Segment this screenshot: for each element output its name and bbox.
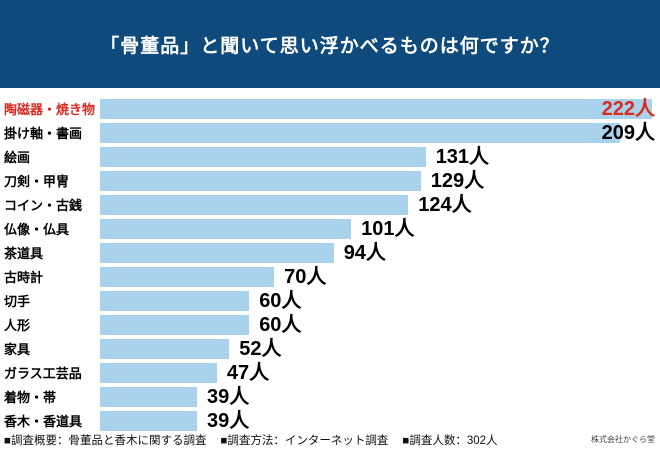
bar <box>100 267 275 287</box>
bar-area: 94人 <box>100 241 660 265</box>
category-label: 仏像・仏具 <box>4 221 70 237</box>
chart-title: 「骨董品」と聞いて思い浮かべるものは何ですか？ <box>100 35 560 57</box>
value-label: 101人 <box>361 218 415 240</box>
chart-row: 掛け軸・書画 209人 <box>0 121 660 145</box>
chart-row: 家具 52人 <box>0 337 660 361</box>
bar-area: 222人 <box>100 97 660 121</box>
value-label: 52人 <box>239 338 282 360</box>
value-label: 60人 <box>259 314 302 336</box>
survey-notes: ■調査概要：骨董品と香木に関する調査 ■調査方法：インターネット調査 ■調査人数… <box>4 432 498 448</box>
category-label: 陶磁器・焼き物 <box>4 101 96 117</box>
bar <box>100 123 620 143</box>
bar-area: 124人 <box>100 193 660 217</box>
category-label: 絵画 <box>4 149 31 165</box>
bar <box>100 99 652 119</box>
value-label: 47人 <box>226 362 270 384</box>
category-label: 人形 <box>4 317 31 333</box>
chart-row: 刀剣・甲冑 129人 <box>0 169 660 193</box>
category-label: 香木・香道具 <box>4 413 83 429</box>
bar-area: 39人 <box>100 385 660 409</box>
bar <box>100 411 197 431</box>
chart-row: 香木・香道具 39人 <box>0 409 660 433</box>
category-label: ガラス工芸品 <box>4 365 82 381</box>
value-label: 94人 <box>343 242 386 264</box>
title-bar: 「骨董品」と聞いて思い浮かべるものは何ですか？ <box>0 0 660 88</box>
category-label: 切手 <box>4 293 31 309</box>
value-label: 70人 <box>284 266 327 288</box>
bar-area: 47人 <box>100 361 660 385</box>
bar-area: 60人 <box>100 313 660 337</box>
survey-count: ■調査人数：302人 <box>402 435 498 447</box>
category-label: コイン・古銭 <box>4 197 83 213</box>
bar <box>100 339 230 359</box>
survey-method: ■調査方法：インターネット調査 <box>220 435 389 447</box>
chart-row: 絵画 131人 <box>0 145 660 169</box>
survey-overview: ■調査概要：骨董品と香木に関する調査 <box>4 435 207 447</box>
category-label: 刀剣・甲冑 <box>4 173 70 189</box>
category-label: 古時計 <box>4 269 44 285</box>
bar-chart: 陶磁器・焼き物 222人 掛け軸・書画 209人 絵画 131人 刀剣・甲冑 129人 コイン・… <box>0 97 660 433</box>
category-label: 茶道具 <box>4 245 44 261</box>
chart-row: 切手 60人 <box>0 289 660 313</box>
bar <box>100 195 409 215</box>
bar-area: 101人 <box>100 217 660 241</box>
category-label: 家具 <box>4 341 31 357</box>
bar-area: 129人 <box>100 169 660 193</box>
chart-row: ガラス工芸品 47人 <box>0 361 660 385</box>
bar <box>100 387 197 407</box>
value-label: 124人 <box>418 194 472 216</box>
bar <box>100 363 217 383</box>
chart-row: 仏像・仏具 101人 <box>0 217 660 241</box>
chart-row: 茶道具 94人 <box>0 241 660 265</box>
bar <box>100 291 250 311</box>
chart-row: 着物・帯 39人 <box>0 385 660 409</box>
bar-area: 70人 <box>100 265 660 289</box>
bar <box>100 243 334 263</box>
bar-area: 131人 <box>100 145 660 169</box>
bar <box>100 315 250 335</box>
value-label: 131人 <box>435 146 490 168</box>
bar <box>100 171 421 191</box>
category-label: 掛け軸・書画 <box>4 125 83 141</box>
chart-row: 人形 60人 <box>0 313 660 337</box>
bar-area: 60人 <box>100 289 660 313</box>
chart-row: 陶磁器・焼き物 222人 <box>0 97 660 121</box>
chart-row: コイン・古銭 124人 <box>0 193 660 217</box>
category-label: 着物・帯 <box>4 389 57 405</box>
bar <box>100 219 352 239</box>
value-label: 129人 <box>430 170 485 192</box>
bar-area: 39人 <box>100 409 660 433</box>
value-label: 39人 <box>207 386 250 408</box>
value-label: 209人 <box>601 122 655 144</box>
value-label: 222人 <box>601 98 655 120</box>
bar-area: 52人 <box>100 337 660 361</box>
company-credit: 株式会社かぐら堂 <box>591 435 655 444</box>
bar <box>100 147 426 167</box>
bar-area: 209人 <box>100 121 660 145</box>
value-label: 60人 <box>259 290 302 312</box>
value-label: 39人 <box>207 410 250 432</box>
chart-row: 古時計 70人 <box>0 265 660 289</box>
